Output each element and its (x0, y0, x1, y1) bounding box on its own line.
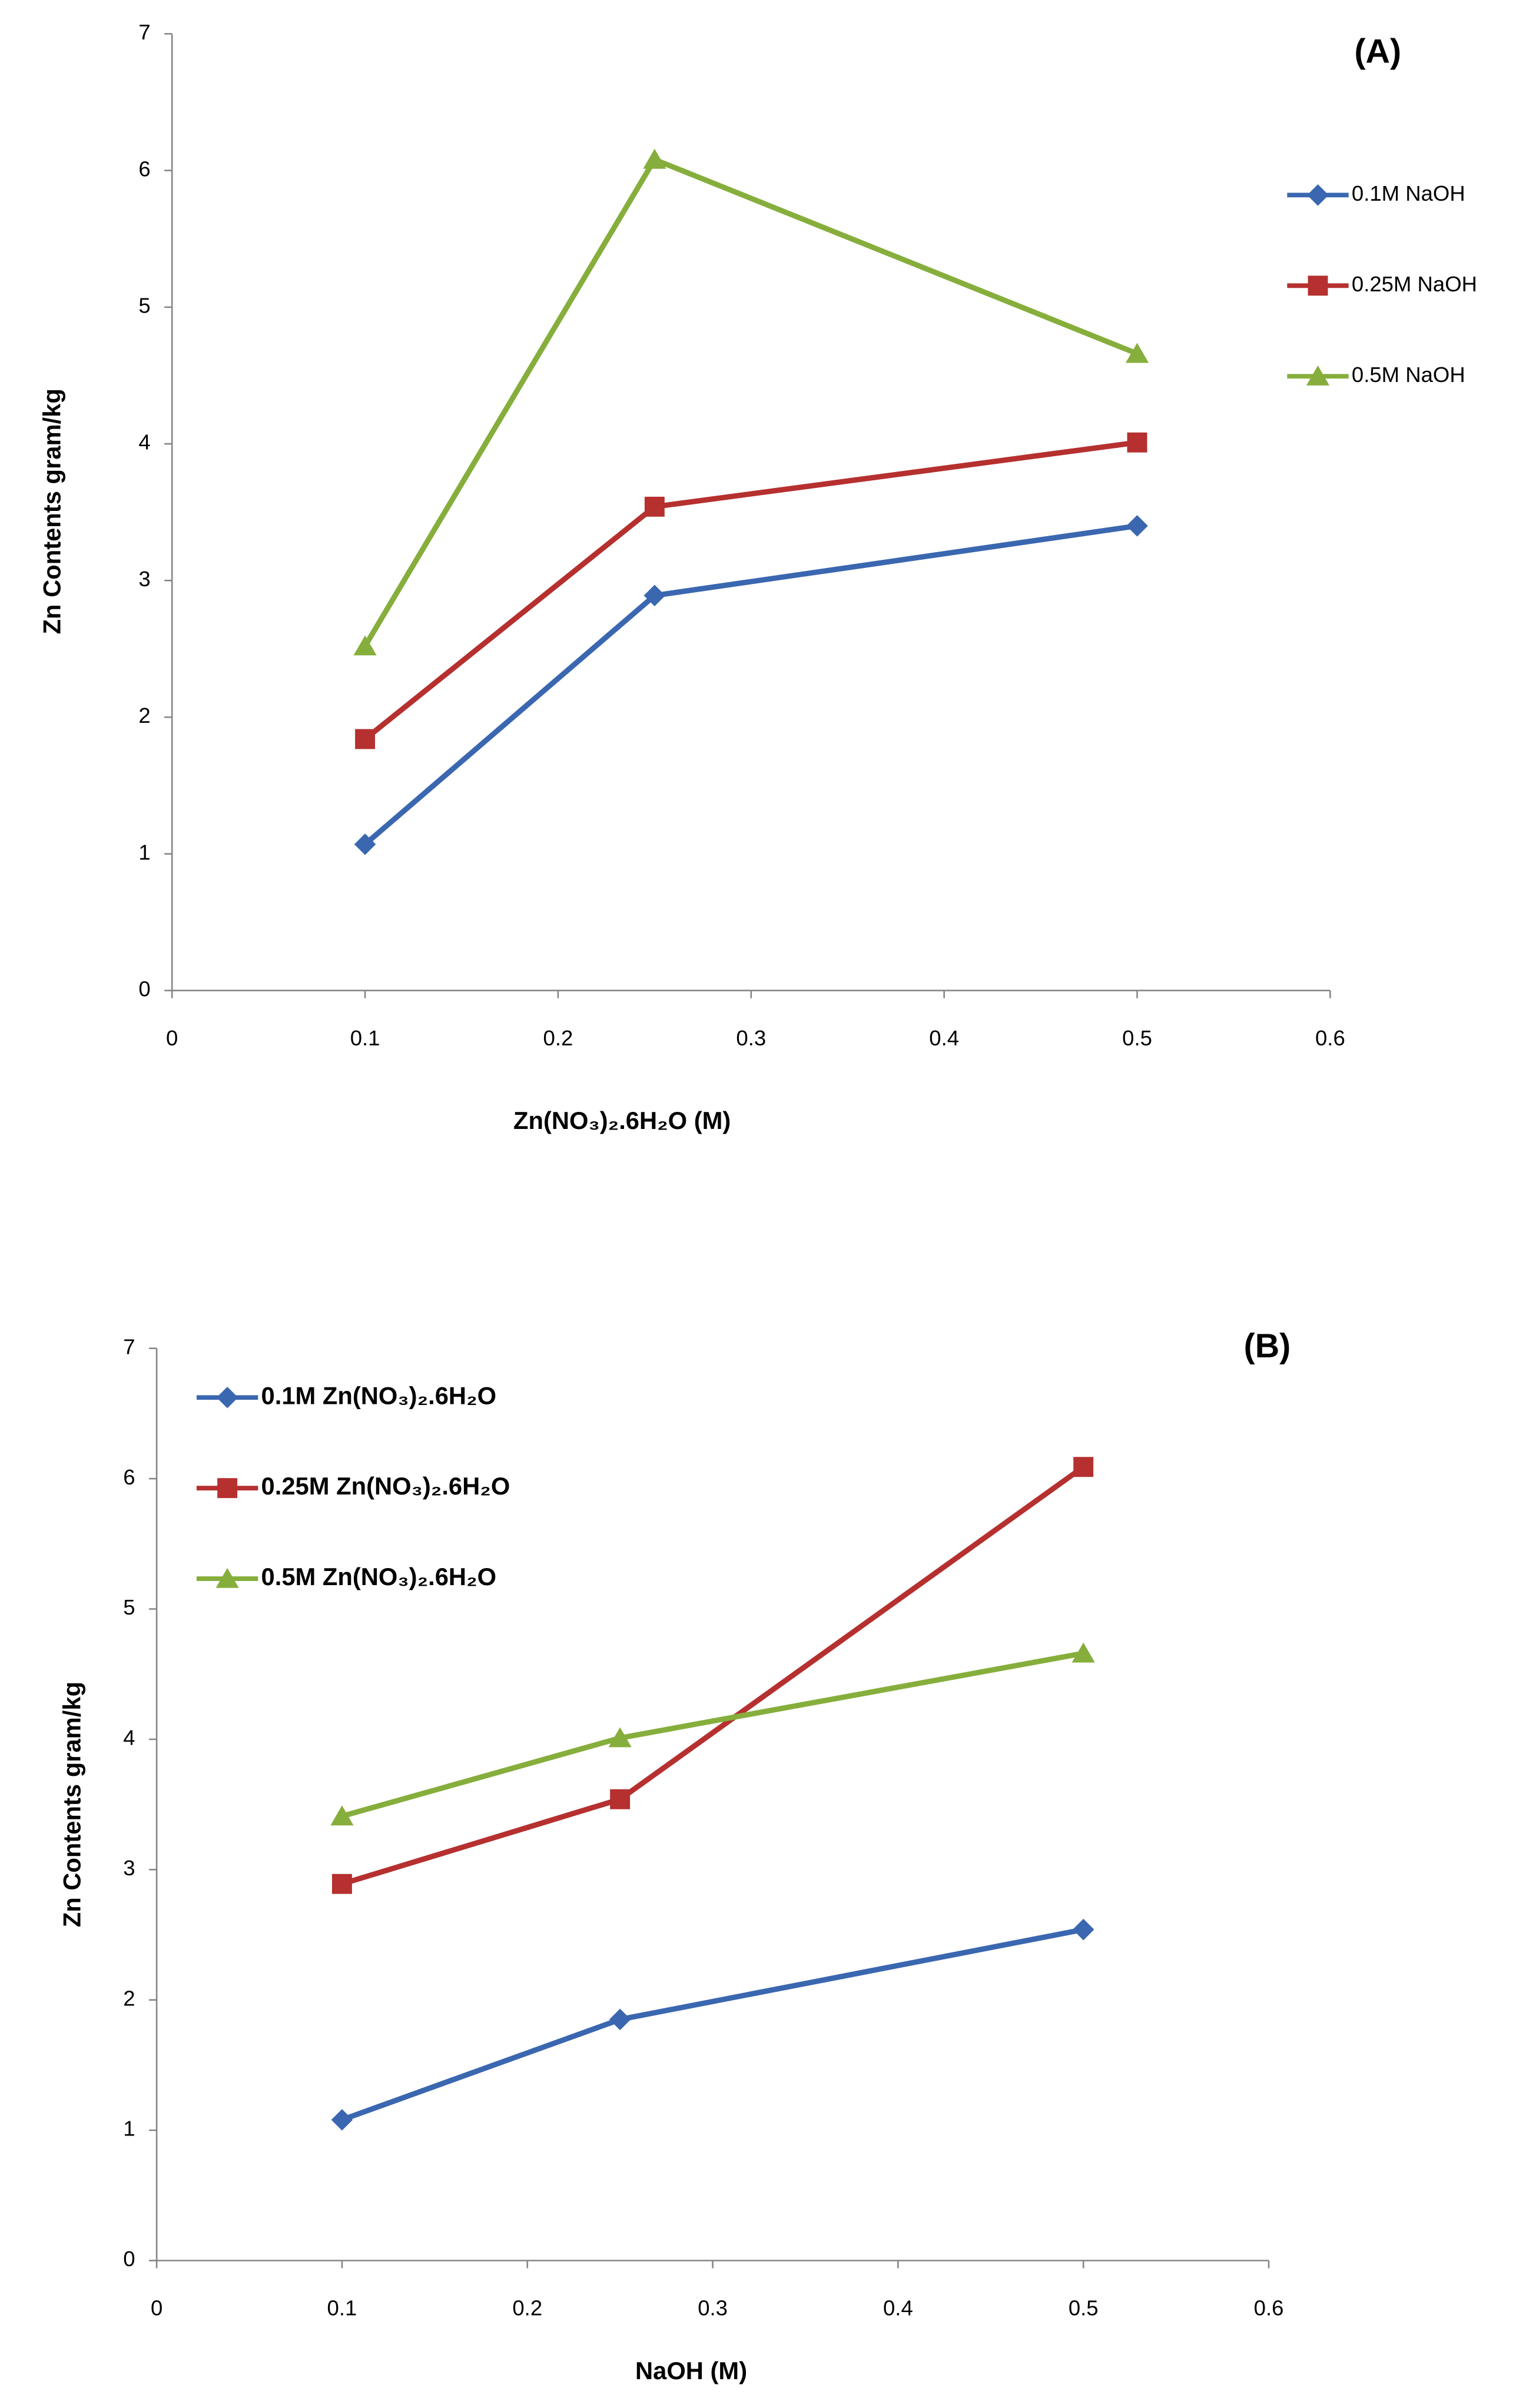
y-axis-label: Zn Contents gram/kg (58, 1682, 85, 1927)
data-point (643, 148, 666, 169)
data-point (1071, 1642, 1095, 1663)
legend-label: 0.1M Zn(NO₃)₂.6H₂O (261, 1381, 497, 1409)
x-tick-label: 0.4 (929, 1026, 959, 1050)
data-point (355, 729, 376, 749)
y-tick-label: 4 (123, 1726, 135, 1750)
series-line (341, 1927, 1084, 2123)
data-point (644, 496, 665, 517)
y-tick-label: 2 (138, 703, 150, 728)
chart-title: (A) (1354, 33, 1401, 71)
legend-marker (217, 1478, 238, 1499)
x-tick-label: 0.1 (327, 2296, 357, 2320)
data-point (610, 1789, 631, 1809)
y-tick-label: 3 (138, 567, 150, 591)
y-tick-label: 1 (123, 2117, 135, 2141)
legend-marker (1306, 365, 1330, 386)
data-point (354, 833, 376, 855)
data-point (331, 1874, 352, 1894)
x-axis-label: Zn(NO₃)₂.6H₂O (M) (513, 1107, 731, 1134)
y-tick-label: 6 (138, 157, 150, 181)
y-tick-label: 5 (138, 293, 150, 317)
y-tick-label: 7 (123, 1334, 135, 1359)
y-tick-label: 0 (138, 977, 150, 1001)
series-line (363, 523, 1138, 846)
legend-marker (1308, 275, 1328, 296)
x-tick-label: 0.6 (1315, 1026, 1345, 1050)
legend-label: 0.25M NaOH (1352, 272, 1477, 296)
x-tick-label: 0.5 (1122, 1026, 1152, 1050)
data-point (331, 2109, 353, 2131)
x-tick-label: 0.5 (1069, 2296, 1099, 2320)
x-tick-label: 0.3 (698, 2296, 728, 2320)
x-tick-label: 0.1 (350, 1026, 380, 1050)
y-tick-label: 3 (123, 1856, 135, 1880)
x-tick-label: 0 (151, 2296, 162, 2320)
legend-label: 0.1M NaOH (1352, 181, 1465, 205)
data-point (1126, 515, 1148, 537)
legend-marker (1307, 184, 1329, 206)
data-point (1073, 1457, 1094, 1477)
y-tick-label: 7 (138, 20, 150, 44)
data-point (330, 1805, 354, 1826)
y-tick-label: 1 (138, 840, 150, 864)
legend-label: 0.5M NaOH (1352, 363, 1465, 387)
y-tick-label: 6 (123, 1465, 135, 1489)
data-point (609, 2008, 631, 2031)
data-point (353, 635, 377, 656)
y-tick-label: 4 (138, 430, 150, 454)
y-axis-label: Zn Contents gram/kg (38, 388, 65, 634)
data-point (1125, 343, 1149, 363)
y-tick-label: 5 (123, 1595, 135, 1619)
x-tick-label: 0 (166, 1026, 178, 1050)
y-tick-label: 2 (123, 1986, 135, 2010)
legend-label: 0.25M Zn(NO₃)₂.6H₂O (261, 1472, 510, 1500)
legend-marker (215, 1567, 239, 1588)
x-tick-label: 0.6 (1254, 2296, 1284, 2320)
series-line (363, 440, 1138, 742)
legend-label: 0.5M Zn(NO₃)₂.6H₂O (261, 1563, 497, 1590)
series-line (363, 157, 1139, 648)
data-point (608, 1727, 632, 1748)
x-tick-label: 0.2 (543, 1026, 573, 1050)
x-tick-label: 0.4 (883, 2296, 913, 2320)
x-tick-label: 0.3 (736, 1026, 766, 1050)
x-tick-label: 0.2 (512, 2296, 542, 2320)
legend-marker (216, 1386, 238, 1409)
data-point (1072, 1918, 1094, 1941)
data-point (1127, 432, 1147, 453)
chart-title: (B) (1244, 1327, 1291, 1365)
x-axis-label: NaOH (M) (635, 2357, 747, 2384)
y-tick-label: 0 (123, 2247, 135, 2271)
